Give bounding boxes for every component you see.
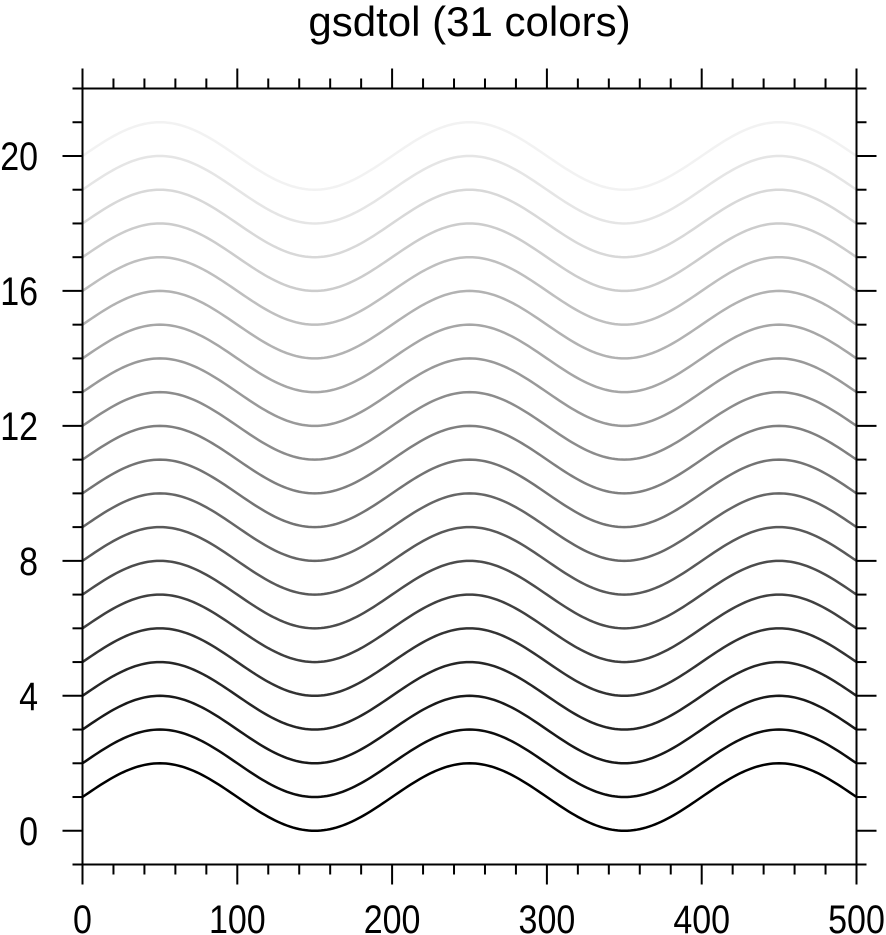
chart-title: gsdtol (31 colors) [308, 0, 630, 45]
y-tick-label: 20 [0, 133, 38, 178]
sine-curve [81, 120, 858, 191]
x-tick-label: 0 [73, 896, 92, 935]
sine-curve [81, 627, 858, 698]
plot-frame [81, 87, 858, 866]
sine-curve [81, 762, 858, 833]
x-tick-label: 300 [519, 896, 576, 935]
sine-curve [81, 255, 858, 326]
sine-curve [81, 424, 858, 495]
x-tick-label: 400 [673, 896, 730, 935]
sine-curve [81, 593, 858, 664]
sine-curve [81, 154, 858, 225]
sine-curve [81, 559, 858, 630]
sine-curves-group [81, 120, 858, 833]
sine-curve [81, 390, 858, 461]
sine-curve [81, 222, 858, 293]
y-tick-label: 8 [19, 538, 38, 583]
sine-curve [81, 492, 858, 563]
y-tick-label: 12 [0, 403, 38, 448]
sine-curve [81, 357, 858, 428]
sine-curve [81, 323, 858, 394]
sine-curve [81, 525, 858, 596]
x-tick-label: 100 [209, 896, 266, 935]
sine-curve [81, 289, 858, 360]
sine-curve [81, 728, 858, 799]
sine-curve [81, 458, 858, 529]
y-tick-label: 0 [19, 808, 38, 853]
x-tick-label: 500 [828, 896, 885, 935]
x-tick-label: 200 [364, 896, 421, 935]
tick-labels-group: 0 100 200 300 400 500 0 4 8 12 16 20 [0, 133, 885, 935]
y-tick-label: 16 [0, 268, 38, 313]
axis-frame [81, 87, 858, 866]
sine-curve [81, 188, 858, 259]
y-tick-label: 4 [19, 673, 38, 718]
sine-curve [81, 660, 858, 731]
axis-ticks-group [62, 68, 877, 885]
sine-curve [81, 694, 858, 765]
